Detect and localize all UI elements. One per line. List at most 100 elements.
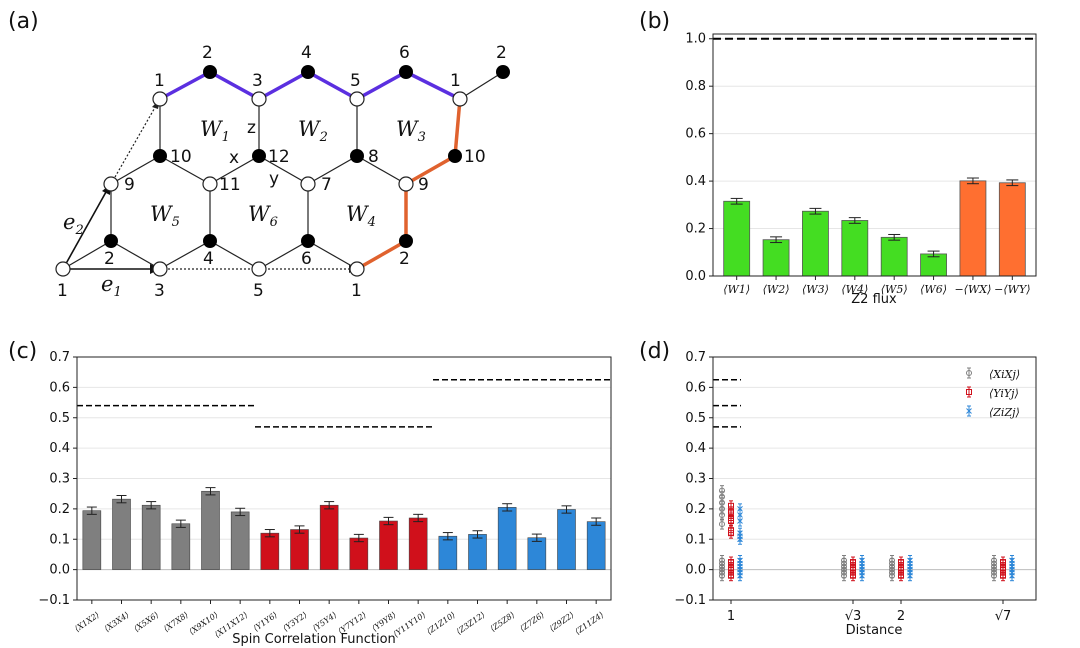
data-point-x (737, 518, 743, 524)
site-label: 1 (57, 281, 68, 301)
plaquette-label: W4 (346, 202, 376, 230)
x-tick-label: √7 (995, 609, 1012, 624)
site-label: 6 (301, 249, 312, 269)
x-tick-label: ⟨Z7Z6⟩ (518, 610, 546, 633)
legend-label: ⟨YiYj⟩ (989, 387, 1019, 400)
y-tick-label: 0.0 (49, 563, 70, 578)
bar (319, 504, 339, 570)
bar (408, 517, 428, 570)
site-label: 4 (203, 249, 214, 269)
data-point-circle (991, 572, 997, 579)
y-tick-label: 0.3 (49, 472, 70, 487)
data-point-circle (966, 370, 972, 376)
site-label: 2 (399, 249, 410, 269)
panel-d-x-axis-label: Distance (846, 623, 903, 638)
plaquette-label: W5 (150, 202, 180, 230)
site-label: 3 (252, 71, 263, 91)
data-point-x (859, 572, 865, 579)
x-tick-label: ⟨Z3Z12⟩ (455, 610, 487, 636)
x-tick-label: ⟨Y3Y2⟩ (281, 610, 308, 633)
vector-label-e1: e1 (101, 272, 122, 300)
data-point-square (728, 572, 734, 579)
filled-sites (104, 65, 510, 248)
bar (112, 498, 131, 570)
panel-d-points (719, 367, 1015, 582)
x-tick-label: 2 (897, 609, 905, 624)
y-tick-label: 0.4 (685, 441, 706, 456)
panel-c-error-bars (86, 487, 602, 543)
site-label: 8 (368, 147, 379, 167)
site-label: 1 (450, 71, 461, 91)
bond-labels: z x y (229, 118, 279, 189)
x-tick-label: ⟨W3⟩ (802, 283, 829, 296)
lattice-bonds (62, 71, 504, 270)
plaquette-subscript: 2 (74, 223, 83, 238)
x-tick-label: ⟨W6⟩ (920, 283, 947, 296)
bar (141, 504, 161, 570)
y-tick-label: 0.0 (685, 563, 706, 578)
basis-vectors (62, 191, 152, 270)
y-tick-label: 0.5 (49, 411, 70, 426)
x-tick-label: ⟨W5⟩ (881, 283, 908, 296)
x-tick-label: ⟨X1X2⟩ (73, 610, 101, 633)
site-label: 11 (219, 175, 241, 195)
bar (230, 511, 250, 570)
bar (762, 239, 790, 277)
panel-c-label: (c) (8, 339, 37, 364)
data-point-x (737, 572, 743, 579)
data-point-circle (841, 572, 847, 579)
bar (998, 182, 1026, 277)
panel-b-error-bars (730, 177, 1019, 258)
bar (841, 220, 869, 277)
site-label: 10 (170, 147, 192, 167)
y-tick-label: 0.6 (685, 380, 706, 395)
site-label: 12 (268, 147, 290, 167)
y-tick-label: 0.2 (685, 222, 706, 237)
data-point-square (1000, 572, 1006, 579)
bar (260, 532, 280, 570)
data-point-square (898, 572, 904, 579)
site-label: 1 (351, 281, 362, 301)
plaquette-subscript: 5 (172, 215, 180, 230)
site-label: 2 (496, 43, 507, 63)
open-sites (55, 91, 468, 277)
x-tick-label: −⟨WY⟩ (994, 283, 1030, 296)
panel-c: (c) −0.10.00.10.20.30.40.50.60.7 ⟨X1X2⟩ ⟨… (8, 339, 612, 647)
data-point-square (728, 518, 734, 525)
site-label: 9 (418, 175, 429, 195)
panel-b-grid (713, 38, 1036, 277)
data-point-square (850, 572, 856, 579)
data-point-circle (719, 572, 725, 579)
legend-label: ⟨XiXj⟩ (989, 368, 1020, 381)
plaquette-label: W3 (396, 117, 426, 145)
x-tick-label: ⟨X5X6⟩ (132, 610, 160, 633)
bar (497, 507, 517, 570)
data-point-square (966, 389, 972, 395)
x-tick-label: √3 (845, 609, 862, 624)
plaquette-label: W6 (248, 202, 278, 230)
plaquette-label: W2 (298, 117, 328, 145)
panel-b: (b) 0.00.20.40.60.81.0 ⟨W1⟩ ⟨W2⟩ ⟨W3⟩ ⟨W4⟩ ⟨… (639, 9, 1037, 307)
bar (802, 210, 829, 277)
bond-label-y: y (269, 169, 279, 189)
panel-c-x-axis-label: Spin Correlation Function (232, 632, 396, 647)
data-point-x (737, 512, 743, 518)
site-label: 2 (104, 249, 115, 269)
legend-label: ⟨ZiZj⟩ (989, 406, 1020, 419)
bar (349, 537, 369, 570)
site-label: 2 (202, 43, 213, 63)
panel-b-label: (b) (639, 9, 670, 34)
y-tick-label: −0.1 (674, 593, 706, 608)
y-tick-label: −0.1 (38, 593, 70, 608)
y-tick-label: 0.0 (685, 269, 706, 284)
data-point-square (728, 530, 734, 537)
x-tick-label: ⟨Y5Y4⟩ (311, 610, 338, 633)
plaquette-subscript: 3 (418, 130, 426, 145)
panel-c-reference-lines (77, 379, 611, 428)
data-point-x (737, 536, 743, 543)
data-point-circle (719, 521, 725, 528)
bond-label-x: x (229, 148, 239, 168)
x-tick-label: ⟨W1⟩ (723, 283, 750, 296)
panel-d-x-ticks: 1 √3 2 √7 (727, 600, 1011, 624)
